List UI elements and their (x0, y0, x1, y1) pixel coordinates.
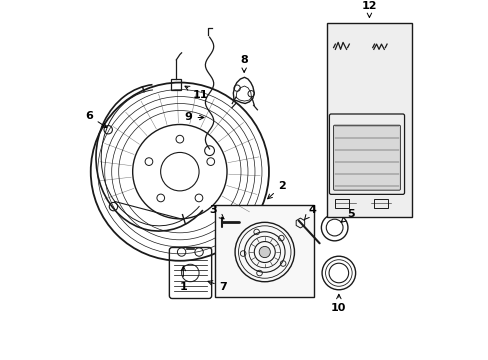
Bar (171, 79, 181, 90)
Text: 3: 3 (209, 205, 224, 219)
Text: 10: 10 (330, 294, 346, 313)
Text: 11: 11 (184, 86, 208, 100)
Text: 6: 6 (85, 111, 106, 127)
FancyBboxPatch shape (333, 125, 400, 190)
Text: 7: 7 (207, 281, 227, 292)
Bar (373, 199, 387, 208)
Text: 4: 4 (304, 205, 316, 220)
Circle shape (259, 247, 270, 258)
Text: 5: 5 (341, 208, 354, 222)
Text: 12: 12 (361, 1, 376, 18)
Text: 1: 1 (179, 266, 187, 292)
Bar (326, 23, 411, 217)
Text: 8: 8 (240, 55, 247, 72)
Bar (214, 205, 314, 297)
Text: 2: 2 (267, 181, 285, 199)
Text: 9: 9 (184, 112, 203, 122)
Bar (335, 199, 348, 208)
